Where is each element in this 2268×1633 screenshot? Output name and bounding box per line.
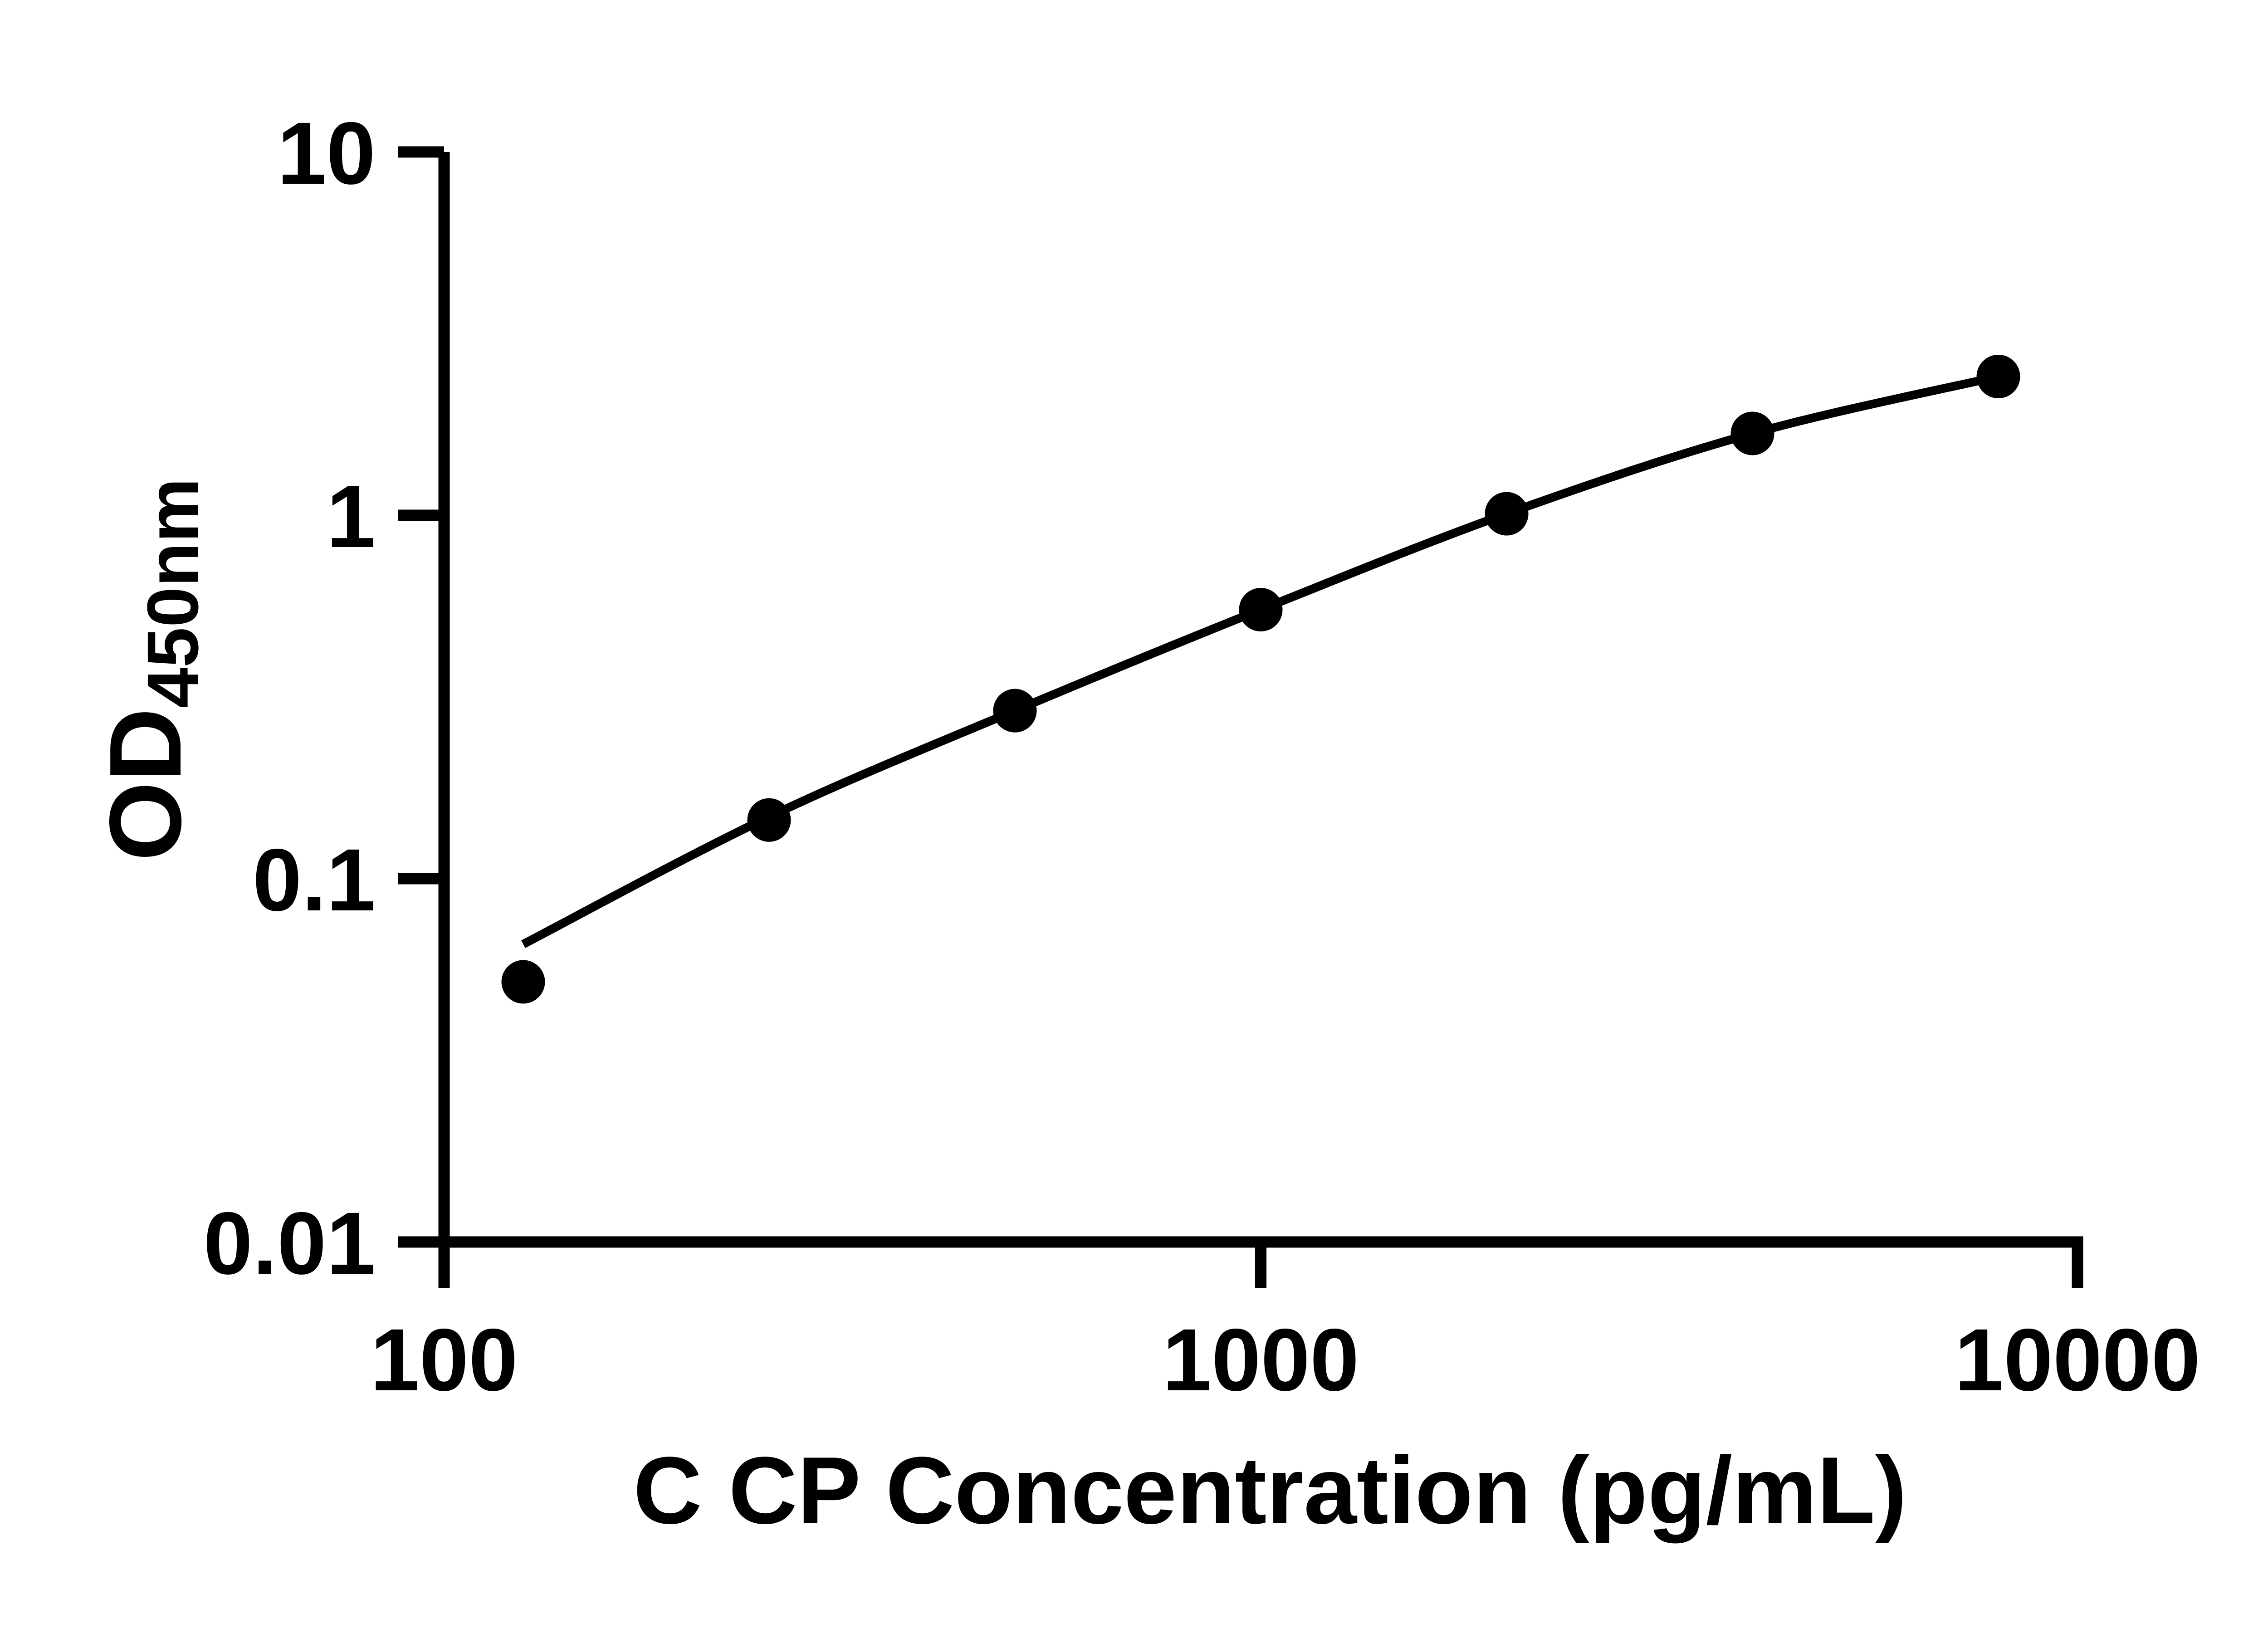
y-axis-tick-label: 0.01: [203, 1194, 376, 1293]
x-axis-tick-label: 10000: [1955, 1310, 2200, 1409]
x-axis-title: C CP Concentration (pg/mL): [633, 1437, 1907, 1544]
y-axis-title-main: OD: [88, 708, 202, 861]
y-axis-tick-label: 0.1: [253, 831, 376, 929]
fit-curve-line: [521, 372, 1999, 948]
y-axis-title: OD450nm: [88, 478, 213, 861]
y-axis-title-subscript: 450nm: [132, 478, 213, 708]
data-point: [993, 689, 1037, 733]
x-axis-tick-label: 1000: [1163, 1310, 1359, 1409]
data-point: [1485, 492, 1529, 536]
data-point: [1239, 587, 1283, 631]
data-point: [747, 798, 791, 842]
y-axis-tick-label: 1: [327, 467, 376, 566]
data-point: [1730, 411, 1774, 455]
x-axis-tick-label: 100: [370, 1310, 518, 1409]
data-point: [1976, 355, 2020, 399]
y-axis-tick-label: 10: [277, 104, 376, 203]
plot-area: 10 1 0.1 0.01 100 1000 10000: [203, 104, 2200, 1409]
data-point: [501, 960, 545, 1004]
